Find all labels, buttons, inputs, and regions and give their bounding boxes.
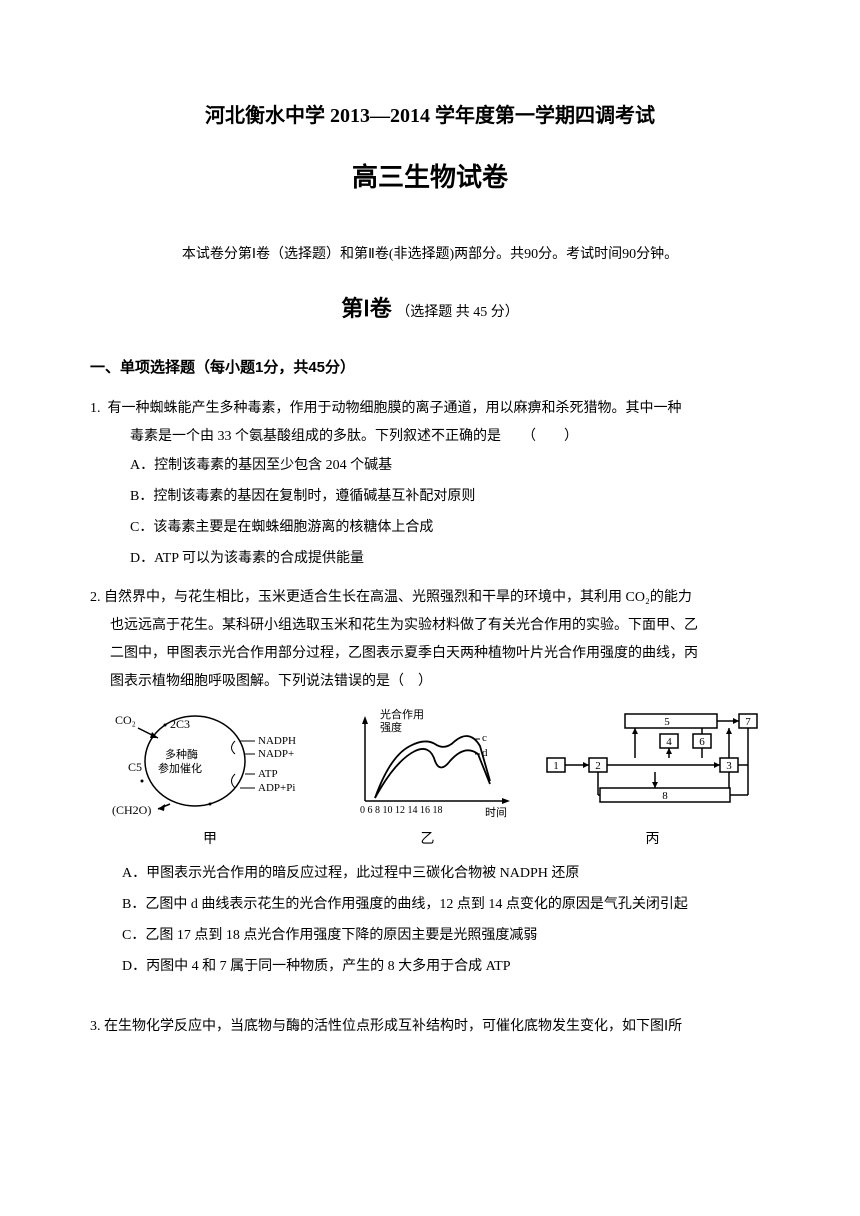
- jia-nadp: NADP+: [258, 748, 294, 760]
- q1-stem2: 毒素是一个由 33 个氨基酸组成的多肽。下列叙述不正确的是 （ ）: [90, 423, 770, 451]
- bing-label: 丙: [646, 826, 660, 854]
- q2-optC: C．乙图 17 点到 18 点光合作用强度下降的原因主要是光照强度减弱: [122, 921, 770, 952]
- q1-stem: 1. 有一种蜘蛛能产生多种毒素，作用于动物细胞膜的离子通道，用以麻痹和杀死猎物。…: [90, 395, 770, 423]
- yi-ylabel1: 光合作用: [380, 707, 424, 721]
- bing-6: 6: [699, 736, 705, 748]
- q1-num: 1.: [90, 401, 101, 416]
- figure-yi-svg: 光合作用 强度 c d 0 6 8 10 12 14 16 18 时间: [340, 706, 515, 821]
- section-title-big: 第Ⅰ卷: [341, 296, 392, 321]
- q3-num: 3.: [90, 1019, 101, 1034]
- jia-co2: CO₂: [115, 713, 136, 727]
- yi-d: d: [482, 747, 488, 759]
- figure-bing: 5 7 4 6 1 2 3 8: [545, 706, 760, 854]
- yi-label: 乙: [421, 826, 435, 854]
- jia-label: 甲: [203, 826, 217, 854]
- q2-stem3: 二图中，甲图表示光合作用部分过程，乙图表示夏季白天两种植物叶片光合作用强度的曲线…: [90, 640, 770, 668]
- yi-ticks: 0 6 8 10 12 14 16 18: [360, 805, 443, 816]
- part-heading: 一、单项选择题（每小题1分，共45分）: [90, 356, 770, 380]
- q2-optD: D．丙图中 4 和 7 属于同一种物质，产生的 8 大多用于合成 ATP: [122, 952, 770, 983]
- q1-optC: C．该毒素主要是在蜘蛛细胞游离的核糖体上合成: [130, 513, 770, 544]
- jia-enzyme2: 参加催化: [158, 761, 202, 775]
- bing-8: 8: [662, 790, 668, 802]
- jia-c3: 2C3: [170, 717, 190, 731]
- yi-xlabel: 时间: [485, 806, 507, 819]
- section-title-small: （选择题 共 45 分）: [396, 305, 519, 320]
- q2-stem4: 图表示植物细胞呼吸图解。下列说法错误的是（ ）: [90, 668, 770, 696]
- bing-3: 3: [726, 760, 732, 772]
- bing-4: 4: [666, 736, 672, 748]
- q2-num: 2.: [90, 590, 101, 605]
- bing-1: 1: [553, 760, 559, 772]
- q2-stem: 2. 自然界中，与花生相比，玉米更适合生长在高温、光照强烈和干旱的环境中，其利用…: [90, 584, 770, 612]
- question-2: 2. 自然界中，与花生相比，玉米更适合生长在高温、光照强烈和干旱的环境中，其利用…: [90, 584, 770, 982]
- yi-c: c: [482, 732, 487, 744]
- jia-ch2o: (CH2O): [112, 803, 151, 817]
- exam-header-line2: 高三生物试卷: [90, 157, 770, 199]
- exam-intro: 本试卷分第Ⅰ卷（选择题）和第Ⅱ卷(非选择题)两部分。共90分。考试时间90分钟。: [90, 244, 770, 266]
- question-3: 3. 在生物化学反应中，当底物与酶的活性位点形成互补结构时，可催化底物发生变化，…: [90, 1013, 770, 1041]
- jia-c5: C5: [128, 760, 142, 774]
- jia-enzyme1: 多种酶: [165, 747, 198, 761]
- bing-7: 7: [745, 716, 751, 728]
- q2-optB: B．乙图中 d 曲线表示花生的光合作用强度的曲线，12 点到 14 点变化的原因…: [122, 890, 770, 921]
- jia-nadph: NADPH: [258, 735, 296, 747]
- q1-options: A．控制该毒素的基因至少包含 204 个碱基 B．控制该毒素的基因在复制时，遵循…: [90, 451, 770, 574]
- q1-optA: A．控制该毒素的基因至少包含 204 个碱基: [130, 451, 770, 482]
- q3-stem1: 在生物化学反应中，当底物与酶的活性位点形成互补结构时，可催化底物发生变化，如下图…: [104, 1019, 682, 1034]
- bing-2: 2: [595, 760, 601, 772]
- question-1: 1. 有一种蜘蛛能产生多种毒素，作用于动物细胞膜的离子通道，用以麻痹和杀死猎物。…: [90, 395, 770, 574]
- section-title: 第Ⅰ卷 （选择题 共 45 分）: [90, 291, 770, 326]
- q1-optD: D．ATP 可以为该毒素的合成提供能量: [130, 544, 770, 575]
- bing-5: 5: [664, 716, 670, 728]
- q2-stem2: 也远远高于花生。某科研小组选取玉米和花生为实验材料做了有关光合作用的实验。下面甲…: [90, 612, 770, 640]
- figure-bing-svg: 5 7 4 6 1 2 3 8: [545, 706, 760, 821]
- q2-options: A．甲图表示光合作用的暗反应过程，此过程中三碳化合物被 NADPH 还原 B．乙…: [90, 859, 770, 982]
- yi-ylabel2: 强度: [380, 720, 402, 734]
- q1-optB: B．控制该毒素的基因在复制时，遵循碱基互补配对原则: [130, 482, 770, 513]
- exam-header-line1: 河北衡水中学 2013—2014 学年度第一学期四调考试: [90, 100, 770, 132]
- q1-stem1: 有一种蜘蛛能产生多种毒素，作用于动物细胞膜的离子通道，用以麻痹和杀死猎物。其中一…: [108, 401, 682, 416]
- q2-stem1: 自然界中，与花生相比，玉米更适合生长在高温、光照强烈和干旱的环境中，其利用 CO…: [104, 590, 692, 605]
- jia-adp: ADP+Pi: [258, 782, 295, 794]
- q2-optA: A．甲图表示光合作用的暗反应过程，此过程中三碳化合物被 NADPH 还原: [122, 859, 770, 890]
- figure-yi: 光合作用 强度 c d 0 6 8 10 12 14 16 18 时间 乙: [340, 706, 515, 854]
- jia-atp: ATP: [258, 768, 278, 780]
- figure-jia: CO₂ 2C3 C5 多种酶 参加催化 (CH2O) NADPH NADP+ A…: [110, 706, 310, 854]
- figures-row: CO₂ 2C3 C5 多种酶 参加催化 (CH2O) NADPH NADP+ A…: [110, 706, 770, 854]
- figure-jia-svg: CO₂ 2C3 C5 多种酶 参加催化 (CH2O) NADPH NADP+ A…: [110, 706, 310, 821]
- q3-stem: 3. 在生物化学反应中，当底物与酶的活性位点形成互补结构时，可催化底物发生变化，…: [90, 1013, 770, 1041]
